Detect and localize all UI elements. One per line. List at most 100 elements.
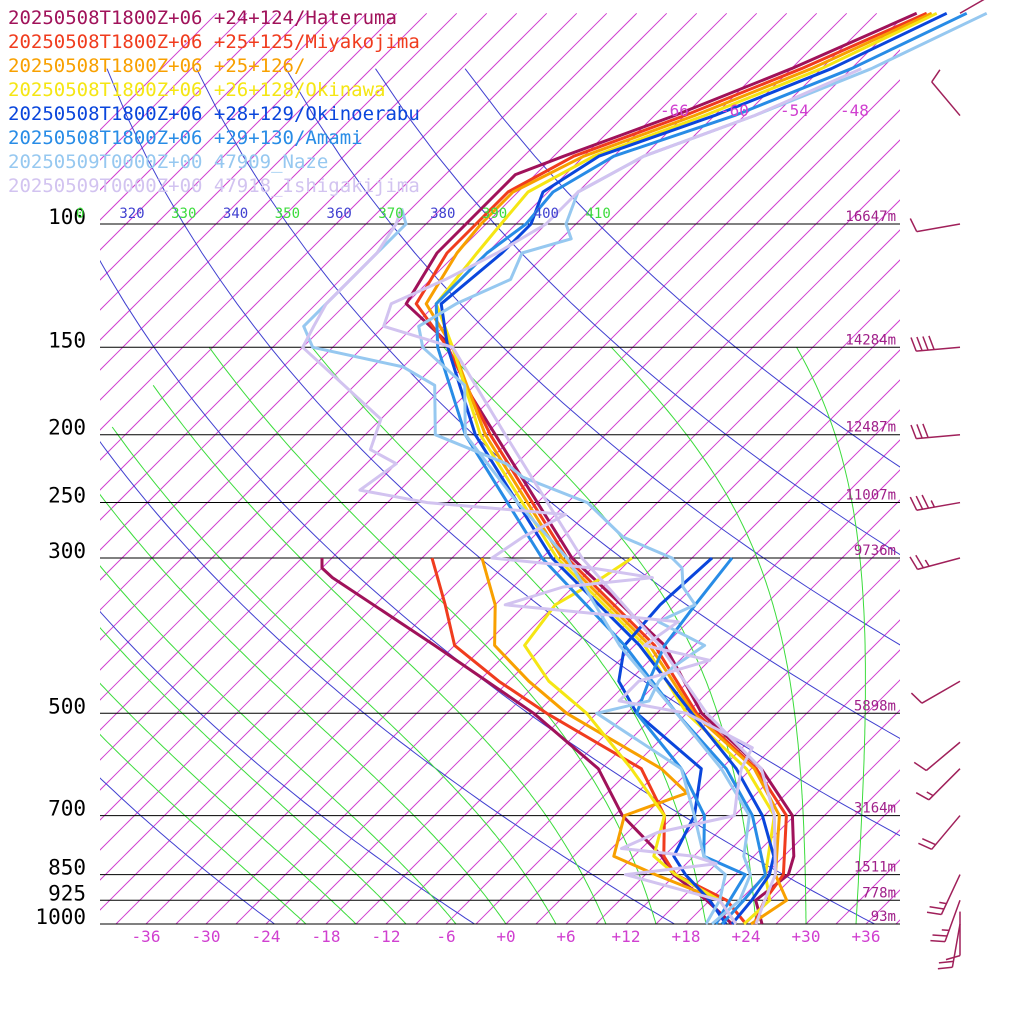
legend-entry: 20250509T0000Z+00 47918_Ishigakijima — [8, 175, 420, 197]
profile-temp-line — [439, 11, 948, 925]
theta-label: 360 — [327, 206, 352, 222]
theta-label: 410 — [586, 206, 611, 222]
wind-barb-staff — [940, 874, 961, 915]
height-label: 9736m — [854, 543, 896, 559]
dry-adiabat-line — [100, 610, 475, 924]
theta-label: 320 — [119, 206, 144, 222]
wind-barb-feather — [909, 218, 918, 232]
wind-barb-feather — [918, 842, 933, 850]
height-label: 11007m — [845, 488, 896, 504]
isotherm-line — [415, 439, 900, 924]
dry-adiabat-line — [100, 777, 275, 924]
isotherm-line — [715, 739, 900, 924]
profile-temp-line — [424, 11, 933, 926]
isotherm-line — [325, 349, 900, 924]
isotherm-line — [115, 139, 900, 924]
wind-barb-feather — [928, 335, 935, 350]
wind-barb-feather — [937, 966, 953, 970]
isotherm-line — [100, 12, 668, 581]
isotherm-line — [625, 649, 900, 924]
isotherm-line — [100, 12, 548, 461]
moist-adiabat-line — [111, 426, 557, 924]
legend-entry: 20250508T1800Z+06 +24+124/Hateruma — [8, 7, 397, 29]
wind-barb-feather — [922, 336, 929, 351]
wind-barb-feather — [922, 423, 929, 438]
temp-tick-label: +30 — [792, 927, 821, 946]
legend-entry: 20250508T1800Z+06 +29+130/Amami — [8, 127, 363, 149]
wind-barb-feather — [915, 495, 924, 510]
wind-barb-feather — [921, 494, 930, 509]
isotherm-line — [100, 12, 758, 671]
wind-barb-feather — [916, 424, 923, 439]
wind-barb-feather — [910, 692, 923, 704]
wind-barb-staff — [944, 900, 961, 942]
moist-adiabat-line — [100, 627, 407, 924]
wind-barb-staff — [951, 923, 961, 968]
temp-tick-label: +36 — [852, 927, 881, 946]
isotherm-line — [100, 12, 698, 611]
wind-barb-feather — [910, 337, 917, 352]
wind-barb-staff — [928, 768, 961, 801]
isotherm-line — [265, 289, 900, 924]
pressure-label: 300 — [48, 539, 86, 563]
sounding-profiles — [301, 11, 988, 926]
isotherm-line — [805, 829, 900, 924]
wind-barb-staff — [916, 346, 961, 352]
isotherm-top-label: -60 — [720, 101, 749, 120]
isotherm-line — [205, 229, 900, 924]
moist-adiabat-line — [906, 347, 952, 924]
temp-tick-label: -36 — [132, 927, 161, 946]
isotherm-line — [835, 859, 900, 924]
isotherm-line — [100, 12, 638, 551]
isotherm-line — [475, 499, 900, 924]
wind-barb-feather — [931, 69, 941, 83]
pressure-label: 850 — [48, 856, 86, 880]
isotherm-line — [565, 589, 900, 924]
theta-label: 340 — [223, 206, 248, 222]
dry-adiabat-line — [375, 68, 900, 556]
theta-label: 330 — [171, 206, 196, 222]
wind-barb-feather — [921, 838, 936, 846]
isotherm-line — [100, 109, 900, 911]
height-label: 93m — [871, 909, 896, 925]
moist-adiabat-line — [100, 493, 507, 924]
isotherm-line — [235, 259, 900, 924]
wind-barb-feather — [910, 424, 917, 439]
height-label: 14284m — [845, 332, 896, 348]
wind-barb-feather — [930, 939, 946, 943]
wind-barb-feather — [913, 761, 927, 772]
wind-barb-half-feather — [924, 559, 930, 567]
wind-barb-staff — [916, 501, 961, 511]
isotherm-line — [655, 679, 900, 924]
moist-adiabat-line — [100, 565, 457, 924]
isotherm-line — [100, 12, 878, 791]
height-label: 1511m — [854, 860, 896, 876]
pressure-label: 150 — [48, 328, 86, 352]
isotherm-line — [100, 12, 848, 761]
pressure-label: 200 — [48, 416, 86, 440]
wind-barb-feather — [909, 496, 918, 511]
wind-barb-feather — [938, 960, 954, 964]
wind-barbs — [909, 0, 985, 970]
pressure-label: 1000 — [35, 905, 86, 929]
wind-barb-staff — [921, 680, 961, 704]
isotherm-line — [895, 919, 900, 924]
wind-barb-feather — [945, 954, 961, 961]
profile-dew-line — [480, 557, 738, 925]
isotherm-line — [295, 319, 900, 924]
wind-barb-staff — [931, 81, 961, 117]
isotherm-line — [100, 12, 728, 641]
theta-label: 400 — [534, 206, 559, 222]
pressure-label: 100 — [48, 205, 86, 229]
isotherm-line — [100, 12, 608, 521]
wind-barb-feather — [926, 911, 942, 916]
temp-tick-label: -18 — [312, 927, 341, 946]
temp-tick-label: +0 — [496, 927, 515, 946]
height-label: 5898m — [854, 698, 896, 714]
isotherm-line — [956, 13, 1024, 924]
isobar-lines — [100, 223, 900, 925]
isotherm-line — [775, 799, 900, 924]
temp-tick-label: -6 — [436, 927, 455, 946]
moist-adiabat-line — [611, 346, 807, 924]
temp-tick-label: +6 — [556, 927, 575, 946]
